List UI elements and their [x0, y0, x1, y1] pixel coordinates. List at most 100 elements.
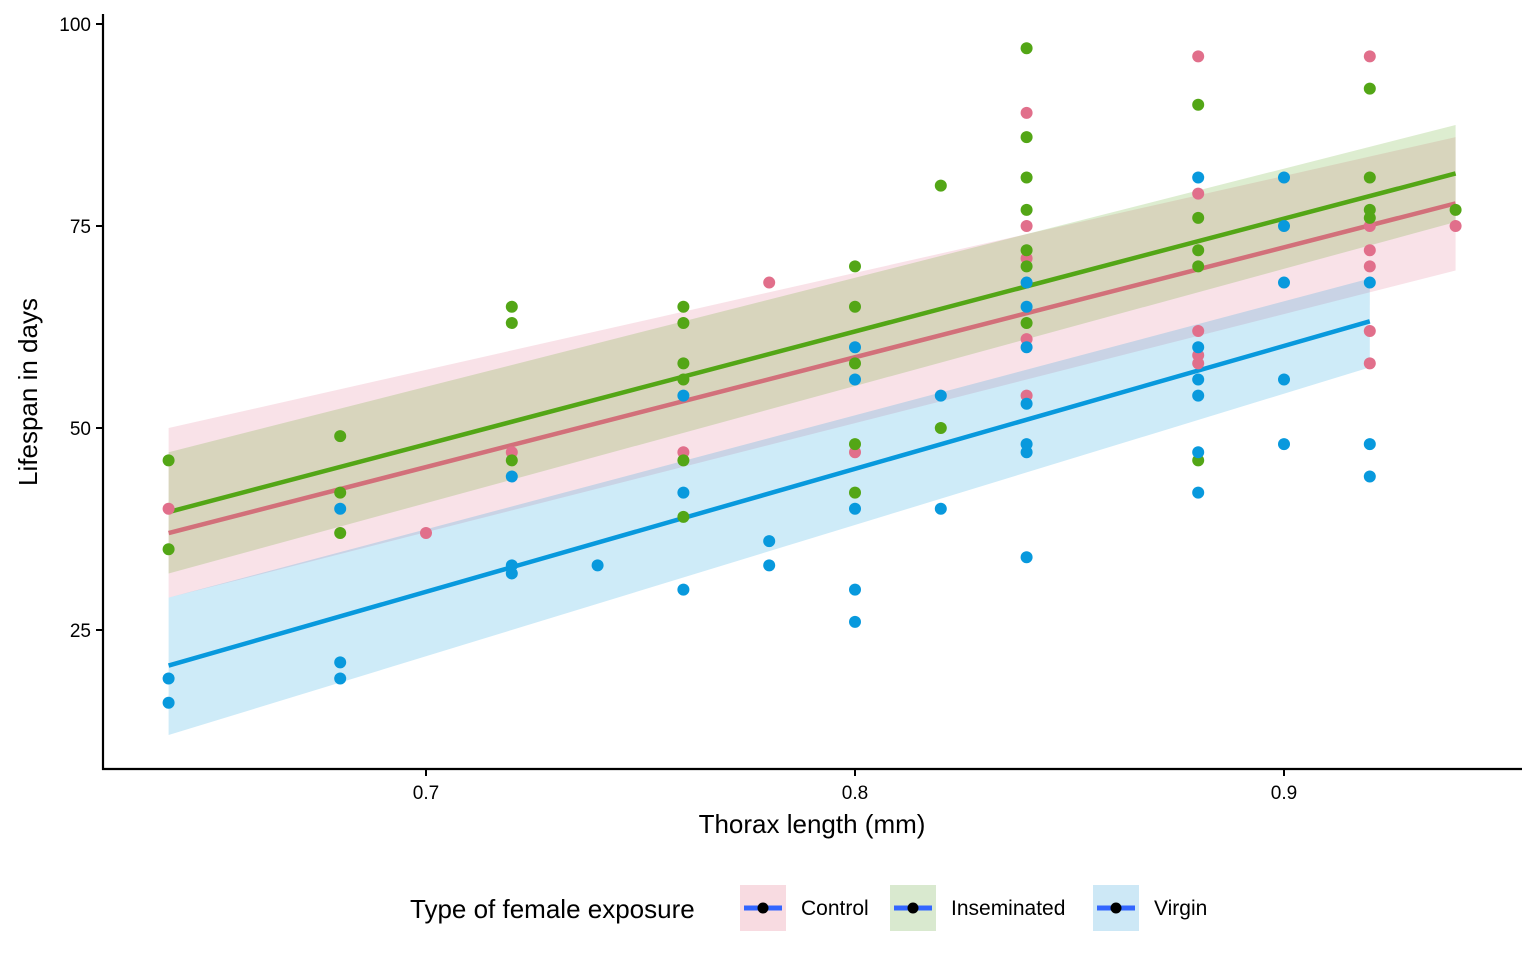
- point-inseminated: [677, 454, 690, 467]
- point-virgin: [763, 535, 776, 548]
- point-virgin: [1020, 446, 1033, 459]
- y-tick-label: 50: [70, 419, 91, 440]
- legend-item-control[interactable]: Control: [740, 885, 869, 931]
- point-control: [1192, 50, 1205, 63]
- legend-key-dot: [1110, 902, 1122, 914]
- point-control: [1192, 325, 1205, 338]
- point-inseminated: [849, 357, 861, 370]
- y-tick-label: 100: [59, 15, 91, 36]
- point-inseminated: [1020, 260, 1033, 273]
- y-axis-title: Lifespan in days: [13, 298, 43, 486]
- point-inseminated: [677, 357, 690, 370]
- point-control: [162, 502, 175, 515]
- point-inseminated: [1363, 171, 1376, 184]
- point-virgin: [677, 583, 690, 596]
- legend-key-dot: [757, 902, 769, 914]
- x-tick-label: 0.9: [1271, 783, 1297, 804]
- legend: Type of female exposure Control Inseminat…: [410, 885, 1207, 931]
- legend-key-dot: [907, 902, 919, 914]
- legend-item-virgin[interactable]: Virgin: [1093, 885, 1207, 931]
- x-tick-label: 0.8: [842, 783, 868, 804]
- point-inseminated: [1192, 211, 1205, 224]
- legend-label: Virgin: [1154, 897, 1207, 920]
- point-inseminated: [334, 430, 347, 443]
- point-inseminated: [162, 543, 175, 556]
- point-virgin: [1192, 171, 1205, 184]
- point-virgin: [162, 672, 175, 685]
- point-virgin: [1363, 276, 1376, 289]
- point-inseminated: [1192, 260, 1205, 273]
- point-virgin: [1192, 446, 1205, 459]
- point-virgin: [1278, 438, 1290, 451]
- point-virgin: [1020, 397, 1033, 410]
- point-inseminated: [677, 316, 690, 329]
- point-virgin: [1278, 171, 1290, 184]
- point-virgin: [1363, 470, 1376, 483]
- point-control: [1363, 244, 1376, 257]
- x-tick-label: 0.7: [413, 783, 439, 804]
- point-inseminated: [1363, 82, 1376, 95]
- point-inseminated: [1020, 131, 1033, 144]
- point-virgin: [849, 502, 861, 515]
- point-virgin: [677, 389, 690, 402]
- point-inseminated: [505, 454, 518, 467]
- point-virgin: [1192, 389, 1205, 402]
- point-virgin: [1020, 341, 1033, 354]
- legend-items: Control Inseminated Virgin: [740, 885, 1207, 931]
- legend-item-inseminated[interactable]: Inseminated: [890, 885, 1065, 931]
- point-virgin: [1192, 486, 1205, 499]
- confidence-band-virgin: [168, 278, 1370, 736]
- point-virgin: [1363, 438, 1376, 451]
- point-inseminated: [1449, 203, 1462, 216]
- point-virgin: [334, 656, 347, 669]
- point-virgin: [849, 373, 861, 386]
- point-virgin: [763, 559, 776, 572]
- regression-lines: [167, 171, 1457, 668]
- point-virgin: [334, 672, 347, 685]
- point-virgin: [1020, 276, 1033, 289]
- point-inseminated: [1363, 211, 1376, 224]
- point-inseminated: [505, 300, 518, 313]
- point-inseminated: [849, 260, 861, 273]
- point-inseminated: [334, 486, 347, 499]
- point-control: [420, 527, 432, 540]
- y-tick-label: 25: [70, 621, 91, 642]
- legend-label: Control: [801, 897, 869, 920]
- point-virgin: [677, 486, 690, 499]
- legend-label: Inseminated: [951, 897, 1065, 920]
- point-inseminated: [849, 300, 861, 313]
- y-tick-label: 75: [70, 217, 91, 238]
- point-control: [1363, 260, 1376, 273]
- point-virgin: [505, 567, 518, 580]
- point-inseminated: [934, 179, 947, 192]
- point-virgin: [849, 615, 861, 628]
- point-inseminated: [1192, 98, 1205, 111]
- point-control: [1363, 325, 1376, 338]
- point-virgin: [1278, 276, 1290, 289]
- point-inseminated: [1020, 244, 1033, 257]
- point-inseminated: [849, 486, 861, 499]
- point-inseminated: [677, 373, 690, 386]
- point-control: [1020, 106, 1033, 119]
- point-virgin: [591, 559, 604, 572]
- point-inseminated: [334, 527, 347, 540]
- point-control: [1192, 357, 1205, 370]
- point-virgin: [934, 502, 947, 515]
- point-control: [763, 276, 776, 289]
- point-virgin: [1278, 220, 1290, 232]
- fit-line-virgin: [167, 319, 1371, 668]
- point-virgin: [1278, 373, 1290, 386]
- point-control: [1449, 220, 1462, 232]
- point-inseminated: [1020, 203, 1033, 216]
- point-virgin: [1020, 551, 1033, 564]
- confidence-bands: [168, 125, 1456, 736]
- point-virgin: [849, 583, 861, 596]
- axes: 25 50 75 100 0.7 0.8 0.9: [59, 14, 1522, 804]
- point-inseminated: [1020, 171, 1033, 184]
- point-control: [1192, 187, 1205, 200]
- point-inseminated: [849, 438, 861, 451]
- point-inseminated: [677, 300, 690, 313]
- point-virgin: [1192, 373, 1205, 386]
- point-control: [1363, 357, 1376, 370]
